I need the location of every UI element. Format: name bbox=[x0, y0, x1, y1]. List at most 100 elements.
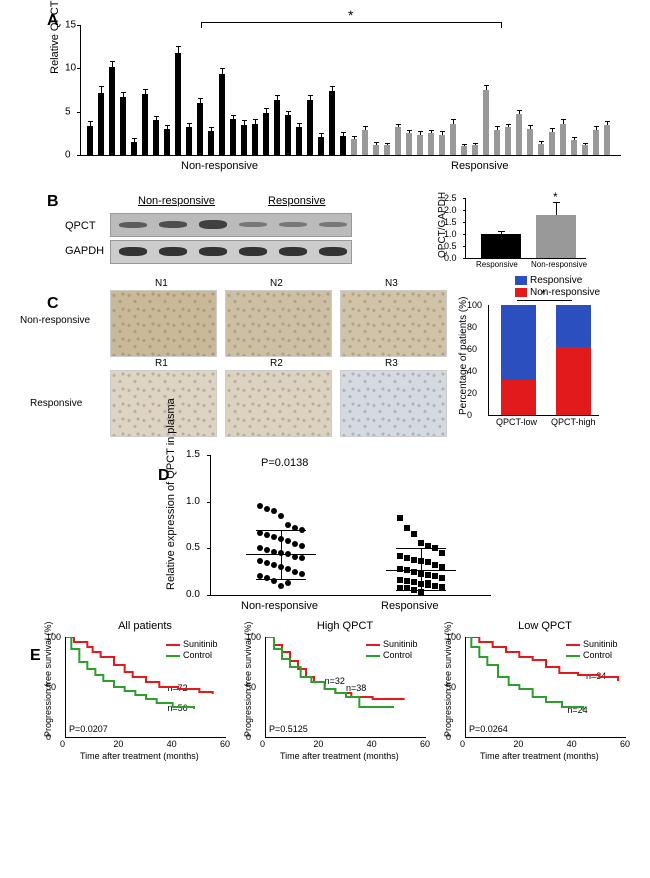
panel-a-ylabel: Relative QPCT mRNA expression bbox=[49, 0, 61, 74]
bar bbox=[604, 125, 610, 155]
sig-star: * bbox=[348, 7, 353, 23]
bar bbox=[153, 120, 159, 155]
blot-group-label: Responsive bbox=[268, 195, 325, 207]
bar bbox=[263, 113, 269, 155]
ihc-col-label: R1 bbox=[155, 358, 168, 369]
scatter-point bbox=[432, 583, 438, 589]
scatter-point bbox=[439, 575, 445, 581]
bar bbox=[505, 127, 511, 155]
blot-group-label: Non-responsive bbox=[138, 195, 215, 207]
scatter-point bbox=[264, 547, 270, 553]
western-blot-qpct bbox=[110, 213, 352, 237]
scatter-point bbox=[411, 579, 417, 585]
scatter-point bbox=[285, 522, 291, 528]
bar bbox=[219, 74, 225, 155]
survival-title: All patients bbox=[65, 620, 225, 632]
scatter-point bbox=[432, 562, 438, 568]
scatter-point bbox=[292, 569, 298, 575]
bar bbox=[175, 53, 181, 155]
bar bbox=[417, 135, 423, 155]
western-blot-gapdh bbox=[110, 240, 352, 264]
survival-title: High QPCT bbox=[265, 620, 425, 632]
scatter-point bbox=[299, 543, 305, 549]
scatter-point bbox=[257, 545, 263, 551]
bar bbox=[494, 130, 500, 155]
legend-item: Responsive bbox=[515, 275, 582, 286]
bar bbox=[318, 137, 324, 155]
ihc-image bbox=[110, 370, 217, 437]
legend-item: Non-responsive bbox=[515, 287, 600, 298]
bar bbox=[142, 94, 148, 155]
panel-b: Non-responsive Responsive QPCT GAPDH 0.0… bbox=[60, 195, 640, 275]
scatter-point bbox=[264, 560, 270, 566]
pvalue-label: P=0.0138 bbox=[261, 457, 308, 469]
scatter-point bbox=[397, 515, 403, 521]
ihc-row-label: Non-responsive bbox=[20, 315, 90, 326]
blot-row-label: GAPDH bbox=[65, 245, 104, 257]
scatter-point bbox=[264, 506, 270, 512]
panel-c-label: C bbox=[47, 295, 59, 313]
scatter-point bbox=[257, 503, 263, 509]
ihc-image bbox=[225, 370, 332, 437]
bar bbox=[109, 67, 115, 155]
scatter-point bbox=[404, 555, 410, 561]
bar bbox=[307, 100, 313, 155]
scatter-point bbox=[404, 578, 410, 584]
panel-a-chart: * 051015Non-responsiveResponsive bbox=[80, 25, 621, 156]
survival-chart: 0501000204060n=38n=32SunitinibControlP=0… bbox=[265, 637, 426, 738]
figure-container: A Relative QPCT mRNA expression * 051015… bbox=[10, 15, 640, 775]
scatter-point bbox=[285, 538, 291, 544]
xlabel: Responsive bbox=[451, 160, 508, 172]
ihc-image bbox=[340, 290, 447, 357]
ihc-col-label: N2 bbox=[270, 278, 283, 289]
ihc-image bbox=[340, 370, 447, 437]
bar bbox=[593, 130, 599, 155]
bar bbox=[274, 100, 280, 155]
bar bbox=[241, 125, 247, 155]
scatter-point bbox=[425, 572, 431, 578]
ytick: 15 bbox=[65, 20, 76, 31]
scatter-point bbox=[278, 513, 284, 519]
bar bbox=[472, 145, 478, 155]
bar bbox=[131, 142, 137, 155]
scatter-point bbox=[411, 557, 417, 563]
bar bbox=[527, 129, 533, 155]
ylabel: QPCT/GAPDH bbox=[437, 192, 448, 258]
bar bbox=[208, 131, 214, 155]
ihc-col-label: R2 bbox=[270, 358, 283, 369]
blot-row-label: QPCT bbox=[65, 220, 96, 232]
scatter-point bbox=[425, 580, 431, 586]
bar bbox=[560, 124, 566, 155]
scatter-point bbox=[257, 530, 263, 536]
bar bbox=[186, 127, 192, 155]
ihc-image bbox=[110, 290, 217, 357]
bar bbox=[340, 136, 346, 155]
bar bbox=[230, 119, 236, 155]
bar bbox=[538, 144, 544, 155]
panel-d: Relative expression of QPCT in plasma P=… bbox=[160, 450, 640, 625]
bar bbox=[252, 124, 258, 155]
ytick: 0 bbox=[65, 150, 71, 161]
panel-b-chart: 0.00.51.01.52.02.5ResponsiveNon-responsi… bbox=[440, 195, 600, 265]
bar bbox=[395, 127, 401, 155]
bar bbox=[582, 145, 588, 155]
bar bbox=[164, 129, 170, 155]
bar bbox=[406, 133, 412, 155]
bar bbox=[87, 126, 93, 155]
scatter-point bbox=[299, 571, 305, 577]
panel-c-chart: ResponsiveNon-responsive020406080100QPCT… bbox=[460, 295, 620, 425]
panel-d-chart: P=0.0138 0.00.51.01.5Non-responsiveRespo… bbox=[210, 455, 491, 596]
bar bbox=[384, 145, 390, 155]
scatter-point bbox=[439, 584, 445, 590]
survival-chart: 0501000204060n=72n=56SunitinibControlP=0… bbox=[65, 637, 226, 738]
bar bbox=[197, 103, 203, 155]
bar bbox=[362, 130, 368, 155]
survival-title: Low QPCT bbox=[465, 620, 625, 632]
scatter-point bbox=[411, 531, 417, 537]
ytick: 10 bbox=[65, 63, 76, 74]
ihc-row-label: Responsive bbox=[30, 398, 82, 409]
bar bbox=[516, 114, 522, 155]
scatter-point bbox=[278, 583, 284, 589]
ihc-image bbox=[225, 290, 332, 357]
scatter-point bbox=[264, 532, 270, 538]
